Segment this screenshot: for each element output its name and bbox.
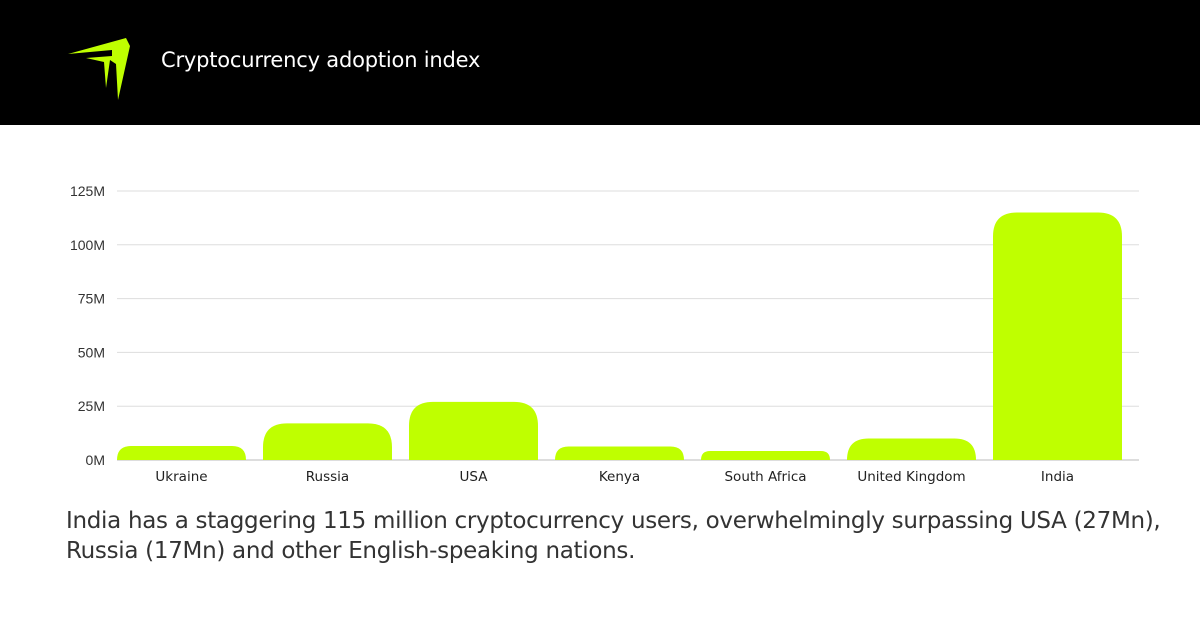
bar-united-kingdom	[847, 438, 976, 460]
y-tick-label: 100M	[70, 237, 105, 253]
bars	[117, 212, 1122, 460]
y-axis-labels: 0M 25M 50M 75M 100M 125M	[70, 183, 105, 468]
lime-arrow-logo-icon	[68, 38, 130, 100]
bar-kenya	[555, 446, 684, 460]
bar-ukraine	[117, 446, 246, 460]
gridlines	[117, 190, 1139, 461]
bar-india	[993, 212, 1122, 460]
chart-canvas: 0M 25M 50M 75M 100M 125M Ukraine Russia USA Keny…	[70, 183, 1139, 485]
header-bar: Cryptocurrency adoption index	[0, 0, 1200, 125]
x-tick-label: Ukraine	[155, 469, 207, 485]
y-tick-label: 50M	[78, 344, 105, 360]
x-tick-label: South Africa	[724, 469, 806, 485]
x-tick-label: United Kingdom	[857, 469, 965, 485]
x-axis-labels: Ukraine Russia USA Kenya South Africa United …	[155, 469, 1074, 485]
x-tick-label: Kenya	[599, 469, 640, 485]
y-tick-label: 25M	[78, 398, 105, 414]
chart-caption: India has a staggering 115 million crypt…	[66, 508, 1161, 564]
bar-russia	[263, 423, 392, 460]
bar-chart: 0M 25M 50M 75M 100M 125M Ukraine Russia USA Keny…	[0, 125, 1200, 505]
y-tick-label: 125M	[70, 183, 105, 199]
y-tick-label: 0M	[86, 452, 105, 468]
bar-south-africa	[701, 450, 830, 460]
x-tick-label: USA	[460, 469, 489, 485]
x-tick-label: Russia	[306, 469, 349, 485]
page-title: Cryptocurrency adoption index	[161, 48, 481, 72]
x-tick-label: India	[1041, 469, 1074, 485]
bar-usa	[409, 401, 538, 460]
y-tick-label: 75M	[78, 291, 105, 307]
